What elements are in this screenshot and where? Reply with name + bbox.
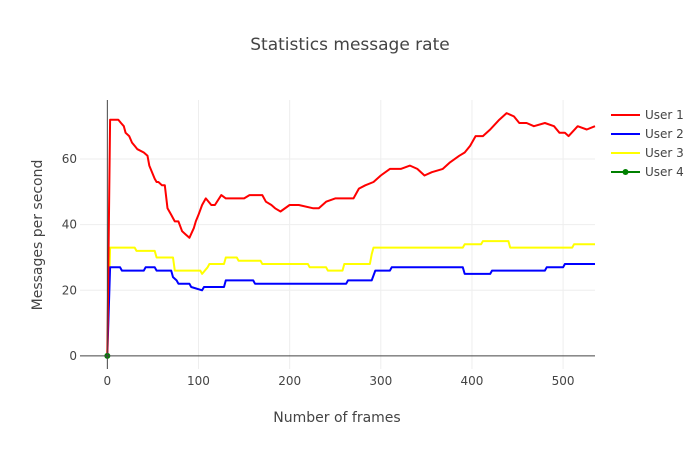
x-axis-title: Number of frames	[273, 410, 400, 426]
x-tick-label: 300	[369, 374, 392, 388]
x-tick-label: 500	[552, 374, 575, 388]
x-tick-label: 100	[187, 374, 210, 388]
series-line-user-1	[106, 112, 596, 356]
y-axis-title: Messages per second	[30, 160, 46, 311]
y-tick-label: 60	[62, 152, 77, 166]
y-tick-label: 20	[62, 283, 77, 297]
x-tick-label: 400	[460, 374, 483, 388]
legend[interactable]: User 1 User 2 User 3 User 4	[611, 108, 684, 179]
x-tick-label: 0	[104, 374, 112, 388]
y-tick-label: 0	[69, 349, 77, 363]
series-line-user-3	[106, 240, 595, 356]
series-line-user-2	[106, 263, 595, 356]
legend-label: User 3	[645, 146, 684, 160]
axis-layer: 0 100 200 300 400 500 0 20 40 60	[62, 100, 595, 388]
legend-item-user-4[interactable]: User 4	[611, 165, 684, 179]
legend-label: User 2	[645, 127, 684, 141]
x-tick-label: 200	[278, 374, 301, 388]
legend-label: User 1	[645, 108, 684, 122]
y-tick-label: 40	[62, 218, 77, 232]
legend-label: User 4	[645, 165, 684, 179]
legend-item-user-3[interactable]: User 3	[611, 146, 684, 160]
legend-marker	[622, 169, 629, 175]
grid-layer	[80, 100, 595, 369]
series-layer	[104, 112, 596, 359]
chart-title: Statistics message rate	[250, 35, 449, 55]
legend-item-user-1[interactable]: User 1	[611, 108, 684, 122]
legend-item-user-2[interactable]: User 2	[611, 127, 684, 141]
